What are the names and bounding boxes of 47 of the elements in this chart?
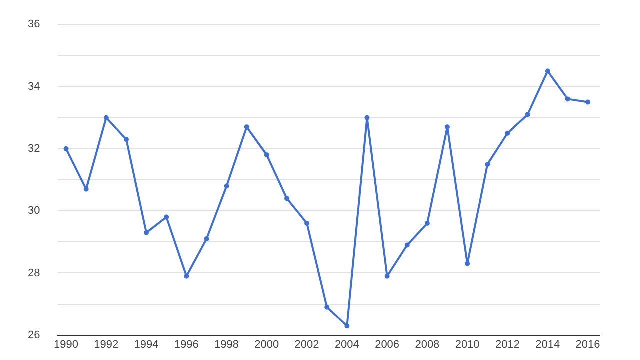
x-tick-label: 2012 [495,339,520,352]
point [244,124,250,130]
y-tick-label: 32 [28,142,40,155]
x-tick-label: 2014 [536,339,560,352]
x-tick-label: 1996 [174,339,199,352]
x-tick-label: 2004 [334,339,360,352]
point [264,152,270,158]
x-tick-label: 2008 [415,339,440,352]
point [224,184,230,189]
x-tick-label: 2010 [455,339,480,352]
point [184,274,190,279]
point [324,304,330,310]
point [104,115,109,120]
x-tick-label: 1990 [54,339,79,352]
x-tick-label: 1992 [94,339,119,352]
x-tick-label: 1994 [134,339,159,352]
point [505,130,510,136]
point [284,196,290,202]
point [585,100,590,105]
point [164,214,170,220]
x-tick-label: 2000 [254,339,280,352]
point [344,324,350,329]
point [304,221,310,226]
point [204,236,210,242]
point [404,242,410,248]
point [525,112,530,118]
point [465,261,470,266]
y-tick-label: 26 [28,329,40,342]
y-tick-label: 30 [28,205,40,218]
x-tick-label: 2002 [294,339,320,352]
point [64,146,69,152]
x-tick-label: 2016 [576,339,600,352]
x-tick-label: 2006 [375,339,400,352]
x-tick-label: 1998 [214,339,240,352]
point [565,96,570,102]
point [364,115,370,120]
point [384,274,390,279]
point [144,230,150,236]
y-tick-label: 34 [28,80,40,93]
point [84,186,89,192]
y-tick-label: 36 [28,18,40,31]
point [424,221,430,226]
point [545,68,550,74]
y-tick-label: 28 [28,267,40,280]
point [445,124,450,130]
point [485,162,490,167]
point [124,137,129,142]
